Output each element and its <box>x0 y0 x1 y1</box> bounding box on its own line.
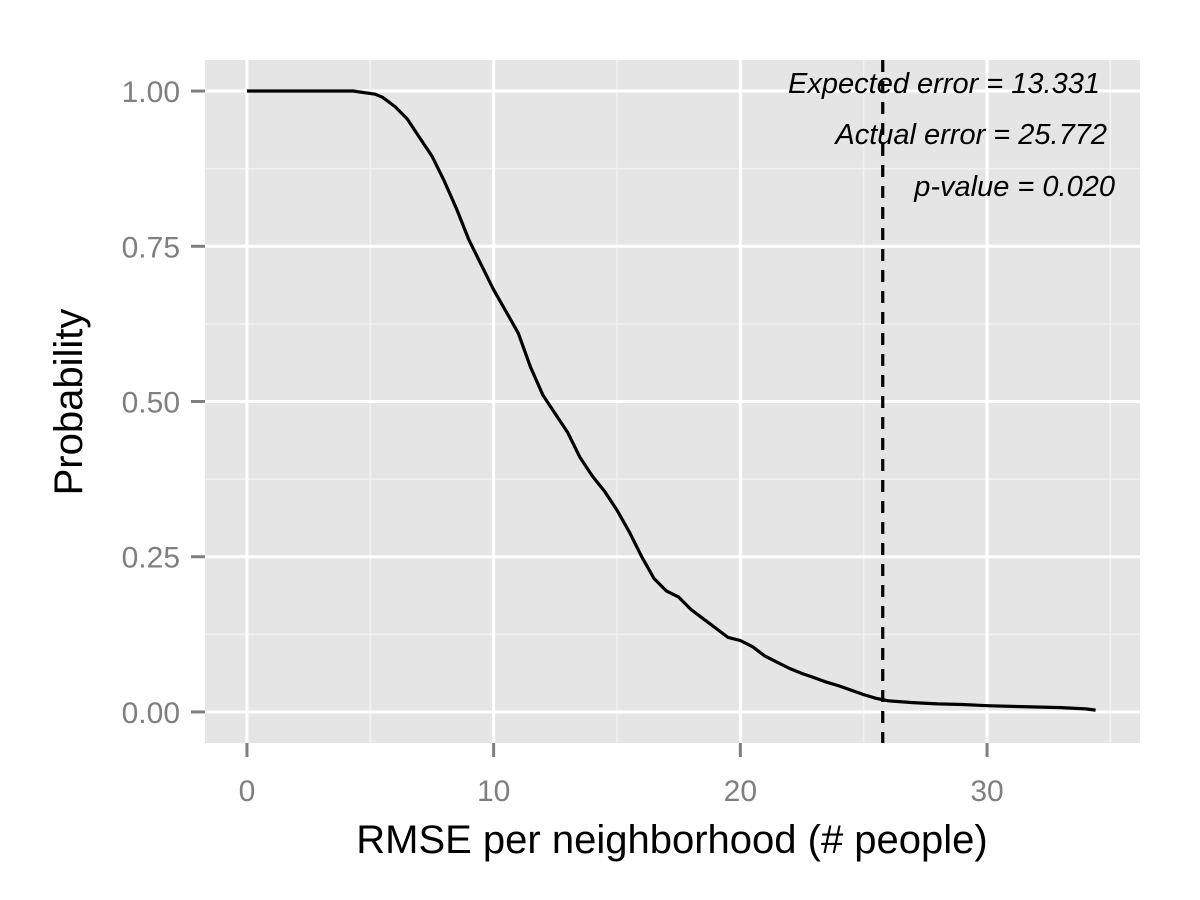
series-line <box>246 89 1096 712</box>
y-tick-label: 0.25 <box>122 542 180 575</box>
x-tick-label: 20 <box>724 775 757 808</box>
x-axis-title: RMSE per neighborhood (# people) <box>356 818 988 862</box>
annotation-actual-error: Actual error = 25.772 <box>833 119 1107 151</box>
x-tick-label: 0 <box>239 775 256 808</box>
y-tick-label: 0.50 <box>122 387 180 420</box>
x-tick-label: 10 <box>477 775 510 808</box>
annotation-expected-error: Expected error = 13.331 <box>788 68 1100 100</box>
y-axis-title: Probability <box>47 309 91 496</box>
y-tick-label: 1.00 <box>122 76 180 109</box>
y-tick-label: 0.75 <box>122 231 180 264</box>
axis-ticks <box>191 89 989 757</box>
tick-labels: 0 10 20 30 0.00 0.25 0.50 0.75 1.00 <box>122 76 1004 808</box>
major-grid <box>205 60 1140 743</box>
x-tick-label: 30 <box>970 775 1003 808</box>
y-tick-label: 0.00 <box>122 697 180 730</box>
annotation-p-value: p-value = 0.020 <box>913 171 1115 203</box>
